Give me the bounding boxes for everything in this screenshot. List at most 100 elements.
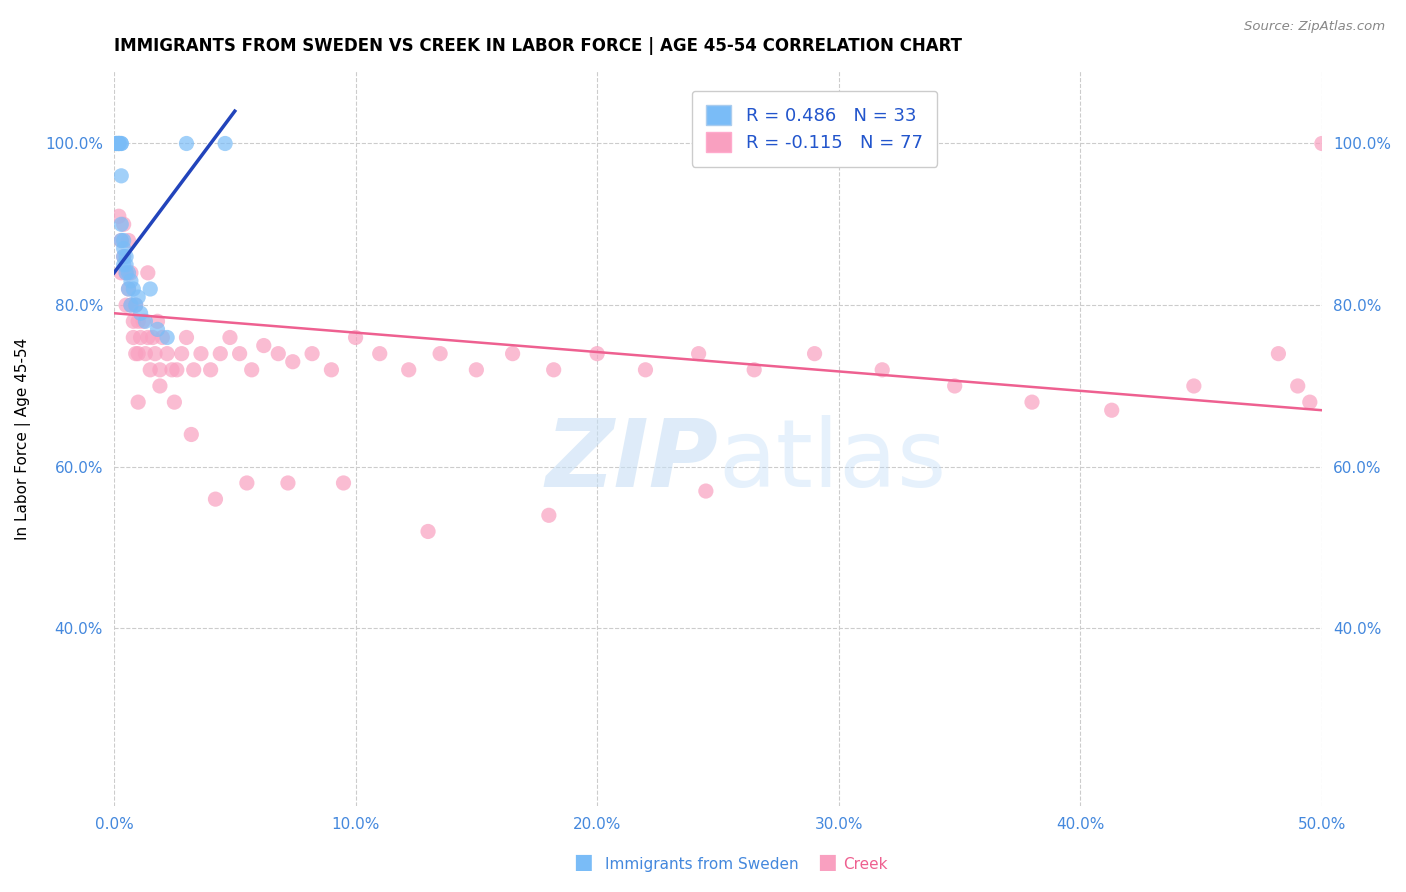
Point	[127, 290, 149, 304]
Point	[129, 306, 152, 320]
Text: Source: ZipAtlas.com: Source: ZipAtlas.com	[1244, 20, 1385, 33]
Point	[110, 234, 132, 248]
Point	[236, 475, 259, 490]
Point	[1021, 395, 1043, 409]
Point	[122, 330, 145, 344]
Point	[166, 363, 188, 377]
Point	[1286, 379, 1309, 393]
Point	[180, 427, 202, 442]
Point	[1299, 395, 1322, 409]
Point	[183, 363, 205, 377]
Point	[120, 266, 142, 280]
Point	[502, 346, 524, 360]
Point	[163, 395, 186, 409]
Point	[149, 363, 172, 377]
Point	[742, 363, 765, 377]
Point	[112, 217, 135, 231]
Point	[1310, 136, 1333, 151]
Point	[127, 395, 149, 409]
Point	[870, 363, 893, 377]
Point	[105, 136, 128, 151]
Point	[110, 169, 132, 183]
Point	[344, 330, 367, 344]
Point	[134, 346, 156, 360]
Point	[117, 282, 139, 296]
Point	[143, 346, 166, 360]
Point	[429, 346, 451, 360]
Point	[127, 314, 149, 328]
Point	[115, 266, 138, 280]
Point	[112, 242, 135, 256]
Text: ■: ■	[817, 853, 837, 872]
Point	[416, 524, 439, 539]
Point	[281, 355, 304, 369]
Point	[108, 136, 131, 151]
Point	[240, 363, 263, 377]
Point	[115, 298, 138, 312]
Point	[209, 346, 232, 360]
Point	[465, 363, 488, 377]
Point	[277, 475, 299, 490]
Point	[134, 314, 156, 328]
Point	[105, 136, 128, 151]
Point	[537, 508, 560, 523]
Point	[586, 346, 609, 360]
Point	[105, 136, 128, 151]
Point	[267, 346, 290, 360]
Point	[695, 484, 717, 499]
Point	[170, 346, 193, 360]
Point	[120, 274, 142, 288]
Point	[110, 234, 132, 248]
Point	[127, 346, 149, 360]
Point	[120, 298, 142, 312]
Point	[190, 346, 212, 360]
Point	[1101, 403, 1123, 417]
Point	[108, 136, 131, 151]
Point	[204, 492, 226, 507]
Point	[110, 136, 132, 151]
Point	[125, 346, 148, 360]
Point	[160, 363, 183, 377]
Point	[301, 346, 323, 360]
Point	[634, 363, 657, 377]
Point	[149, 379, 172, 393]
Text: ZIP: ZIP	[546, 415, 718, 507]
Point	[156, 346, 179, 360]
Point	[156, 330, 179, 344]
Point	[543, 363, 565, 377]
Point	[253, 338, 276, 352]
Point	[117, 266, 139, 280]
Point	[108, 136, 131, 151]
Point	[368, 346, 391, 360]
Text: Immigrants from Sweden: Immigrants from Sweden	[605, 857, 799, 872]
Point	[115, 258, 138, 272]
Point	[136, 266, 159, 280]
Text: ■: ■	[574, 853, 593, 872]
Point	[803, 346, 825, 360]
Point	[110, 136, 132, 151]
Point	[219, 330, 242, 344]
Y-axis label: In Labor Force | Age 45-54: In Labor Force | Age 45-54	[15, 337, 31, 540]
Point	[176, 330, 198, 344]
Point	[125, 298, 148, 312]
Point	[150, 330, 173, 344]
Point	[125, 298, 148, 312]
Point	[1267, 346, 1289, 360]
Point	[176, 136, 198, 151]
Point	[1182, 379, 1205, 393]
Point	[139, 282, 162, 296]
Point	[139, 363, 162, 377]
Point	[132, 314, 155, 328]
Text: IMMIGRANTS FROM SWEDEN VS CREEK IN LABOR FORCE | AGE 45-54 CORRELATION CHART: IMMIGRANTS FROM SWEDEN VS CREEK IN LABOR…	[114, 37, 962, 55]
Point	[122, 314, 145, 328]
Point	[117, 234, 139, 248]
Point	[129, 330, 152, 344]
Point	[146, 322, 169, 336]
Point	[117, 282, 139, 296]
Point	[122, 282, 145, 296]
Point	[332, 475, 354, 490]
Point	[108, 209, 131, 223]
Point	[142, 330, 165, 344]
Point	[110, 217, 132, 231]
Point	[112, 250, 135, 264]
